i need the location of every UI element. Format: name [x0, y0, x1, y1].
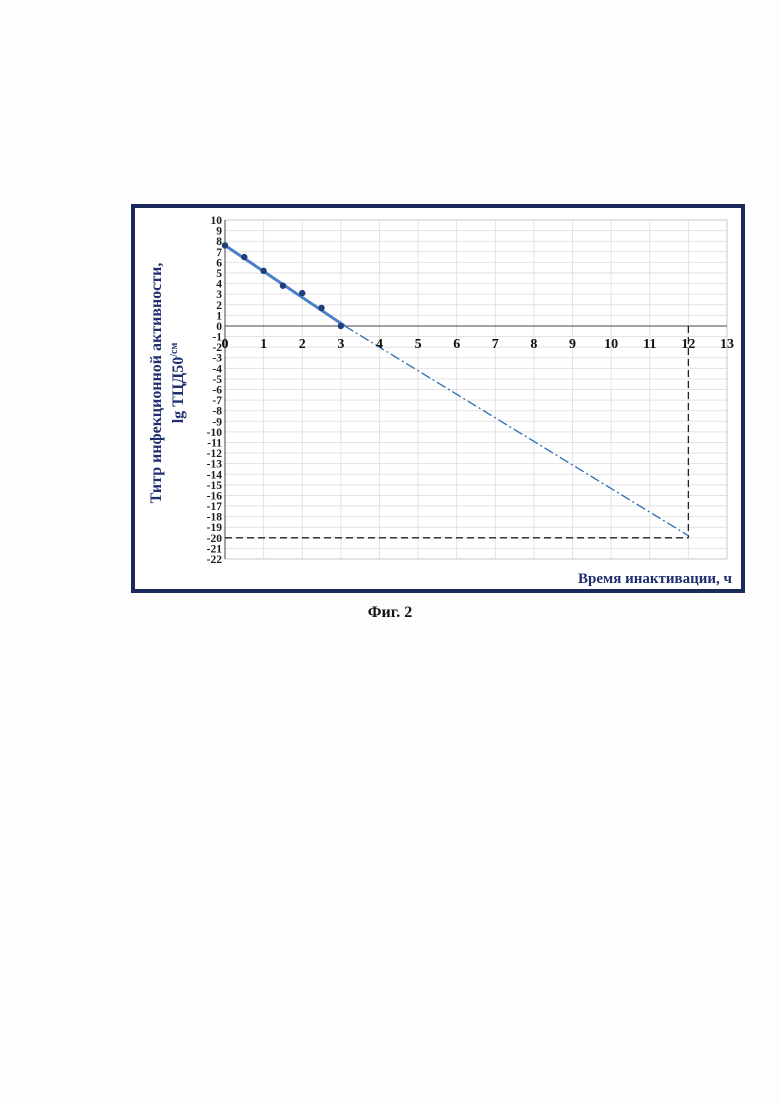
svg-text:lg ТЦД50/см: lg ТЦД50/см — [169, 343, 187, 424]
gridlines — [225, 220, 727, 559]
x-tick-label: 13 — [720, 337, 734, 352]
x-tick-label: 10 — [604, 337, 618, 352]
y-axis-title-line2: lg ТЦД50 — [170, 357, 187, 424]
series — [222, 242, 689, 538]
data-point — [338, 323, 344, 329]
x-tick-label: 6 — [453, 337, 460, 352]
svg-text:Титр инфекционной активности,: Титр инфекционной активности, — [148, 263, 165, 504]
x-tick-label: 2 — [299, 337, 306, 352]
x-tick-label: 0 — [222, 337, 229, 352]
x-tick-label: 1 — [260, 337, 267, 352]
data-point — [260, 268, 266, 274]
x-axis-title: Время инактивации, ч — [578, 571, 733, 587]
chart-frame: 109876543210-1-2-3-4-5-6-7-8-9-10-11-12-… — [131, 204, 745, 593]
x-tick-label: 5 — [415, 337, 422, 352]
figure-caption: Фиг. 2 — [0, 604, 780, 622]
data-point — [222, 242, 228, 248]
y-axis-title: Титр инфекционной активности, lg ТЦД50/с… — [148, 263, 187, 504]
x-tick-label: 4 — [376, 337, 383, 352]
data-point — [241, 254, 247, 260]
tick-labels: 109876543210-1-2-3-4-5-6-7-8-9-10-11-12-… — [207, 215, 734, 566]
x-tick-label: 3 — [337, 337, 344, 352]
data-point — [318, 305, 324, 311]
data-point — [299, 290, 305, 296]
x-tick-label: 9 — [569, 337, 576, 352]
x-tick-label: 11 — [643, 337, 656, 352]
y-tick-label: -22 — [207, 554, 223, 566]
y-axis-title-superscript: /см — [169, 343, 180, 358]
y-axis-title-line1: Титр инфекционной активности, — [148, 263, 165, 504]
chart-svg: 109876543210-1-2-3-4-5-6-7-8-9-10-11-12-… — [135, 208, 741, 589]
x-tick-label: 7 — [492, 337, 499, 352]
data-point — [280, 282, 286, 288]
x-tick-label: 12 — [681, 337, 695, 352]
x-tick-label: 8 — [530, 337, 537, 352]
